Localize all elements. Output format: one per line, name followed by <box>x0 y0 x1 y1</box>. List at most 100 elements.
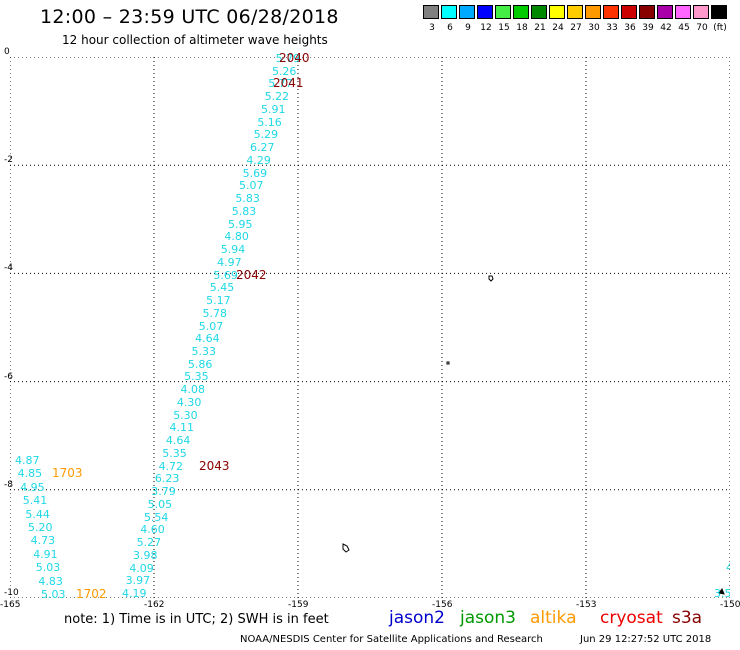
map-plot: -165 -162 -159 -156 -153 -150 0 -2 -4 -6 -8 -10 5.79… <box>0 47 740 610</box>
pass-number-label: 2043 <box>199 459 230 473</box>
wave-height-value: 5.78 <box>202 306 227 320</box>
legend-label: (ft) <box>713 23 727 33</box>
legend-label: 21 <box>534 23 546 33</box>
legend-swatch <box>657 5 673 19</box>
wave-height-value: 5.95 <box>228 217 253 231</box>
x-tick-label: -150 <box>720 600 740 610</box>
island-outline <box>488 275 494 282</box>
wave-height-value: 4.09 <box>129 561 154 575</box>
legend-label: 15 <box>498 23 510 33</box>
wave-height-value: 4.80 <box>224 230 249 244</box>
timestamp: Jun 29 12:27:52 UTC 2018 <box>580 634 712 645</box>
wave-height-value: 5.86 <box>187 357 213 371</box>
legend-label: 3 <box>429 23 435 33</box>
pass-number-label: 1703 <box>52 466 83 480</box>
satellite-jason2: jason2 <box>389 608 445 628</box>
legend-label: 24 <box>552 23 564 33</box>
satellite-altika: altika <box>530 608 577 628</box>
map-title: 12:00 – 23:59 UTC 06/28/2018 <box>40 6 339 28</box>
wave-height-value: 5.54 <box>143 510 169 524</box>
legend-swatch <box>711 5 727 19</box>
wave-height-value: 5.69 <box>242 166 268 180</box>
wave-height-value: 5.83 <box>235 192 260 206</box>
wave-height-value: 4.91 <box>33 547 58 561</box>
wave-height-value: 5.77 <box>268 77 293 91</box>
island-outline <box>718 587 725 595</box>
wave-height-value: 6.27 <box>250 141 275 155</box>
island-outline <box>446 361 450 365</box>
legend-label: 33 <box>606 23 618 33</box>
legend-label: 18 <box>516 23 528 33</box>
y-tick-label: -6 <box>4 371 13 382</box>
footnote: note: 1) Time is in UTC; 2) SWH is in fe… <box>64 612 329 627</box>
wave-height-value: 5.20 <box>28 521 53 534</box>
wave-height-value: 4.97 <box>217 255 242 269</box>
y-tick-label: -8 <box>4 479 13 490</box>
x-tick-label: -162 <box>144 600 165 610</box>
legend-label: 9 <box>465 23 471 33</box>
legend-swatch <box>441 5 457 19</box>
legend-swatch <box>585 5 601 19</box>
legend-swatch <box>531 5 547 19</box>
wave-height-value: 3.97 <box>125 574 151 588</box>
wave-height-value: 5.07 <box>198 319 224 333</box>
wave-height-value: 5.16 <box>257 115 282 129</box>
credit-line: NOAA/NESDIS Center for Satellite Applica… <box>240 634 543 645</box>
legend-swatch <box>513 5 529 19</box>
legend-swatch <box>639 5 655 19</box>
legend-label: 45 <box>678 23 690 33</box>
wave-height-value: 5.03 <box>35 561 61 575</box>
legend-label: 27 <box>570 23 582 33</box>
wave-height-value: 5.79 <box>275 52 301 65</box>
y-tick-label: -2 <box>4 155 13 166</box>
legend-swatch <box>477 5 493 19</box>
legend-swatch <box>693 5 709 19</box>
wave-height-value: 5.35 <box>162 446 187 460</box>
satellite-jason3: jason3 <box>460 608 516 628</box>
wave-height-value: 5.69 <box>213 268 238 282</box>
legend-swatch <box>675 5 691 19</box>
legend-swatch <box>549 5 565 19</box>
wave-height-value: 5.35 <box>184 370 209 384</box>
legend-swatch <box>603 5 619 19</box>
wave-height-value: 5.07 <box>239 179 264 193</box>
pass-number-label: 2041 <box>273 76 304 90</box>
wave-height-value: 4.64 <box>195 332 220 346</box>
wave-height-value: 4.29 <box>246 153 271 167</box>
wave-height-value: 4 <box>726 561 730 574</box>
wave-height-value: 4.85 <box>17 467 43 481</box>
wave-height-value: 5.45 <box>209 281 235 295</box>
satellite-cryosat: cryosat <box>600 608 663 628</box>
x-tick-label: -159 <box>288 600 309 610</box>
legend-label: 30 <box>588 23 600 33</box>
wave-height-value: 4.30 <box>176 395 202 409</box>
wave-height-value: 5.26 <box>271 64 297 78</box>
legend-label: 6 <box>447 23 453 33</box>
wave-height-value: 6.23 <box>154 472 180 486</box>
wave-height-value: 5.41 <box>22 494 48 508</box>
wave-height-value: 5.17 <box>206 294 231 308</box>
wave-height-value: 3.98 <box>132 548 158 562</box>
pass-number-label: 1702 <box>76 587 107 601</box>
wave-height-value: 4.72 <box>158 459 184 473</box>
x-tick-label: -156 <box>432 600 453 610</box>
wave-height-value: 4.83 <box>38 574 63 588</box>
wave-height-value: 5.22 <box>264 90 290 104</box>
wave-height-value: 4.73 <box>30 534 56 548</box>
pass-number-label: 2042 <box>236 268 267 282</box>
y-tick-label: 0 <box>4 47 10 57</box>
pass-number-label: 2040 <box>279 51 310 65</box>
legend-swatch <box>423 5 439 19</box>
island-outline <box>342 543 350 553</box>
wave-height-value: 4.11 <box>169 421 195 435</box>
island-outlines <box>342 275 725 595</box>
wave-height-value: 5.27 <box>136 536 162 550</box>
wave-height-value: 4.87 <box>15 454 40 467</box>
legend-swatch <box>459 5 475 19</box>
wave-height-value: 5.03 <box>41 588 66 601</box>
wave-height-value: 4.64 <box>165 434 191 448</box>
y-tick-label: -4 <box>4 263 13 274</box>
wave-height-value: 5.33 <box>191 344 216 358</box>
satellite-s3a: s3a <box>672 608 703 628</box>
wave-height-value: 4.19 <box>122 587 147 600</box>
